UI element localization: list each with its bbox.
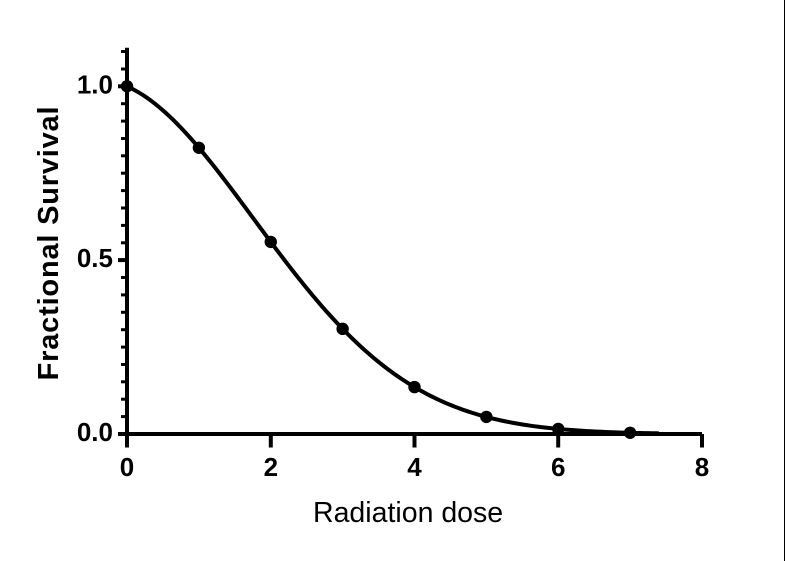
svg-text:0.0: 0.0 xyxy=(77,417,113,447)
svg-text:8: 8 xyxy=(695,452,709,482)
svg-text:2: 2 xyxy=(264,452,278,482)
svg-text:0: 0 xyxy=(120,452,134,482)
svg-text:1.0: 1.0 xyxy=(77,69,113,99)
svg-text:0.5: 0.5 xyxy=(77,243,113,273)
svg-text:4: 4 xyxy=(407,452,422,482)
svg-text:6: 6 xyxy=(551,452,565,482)
